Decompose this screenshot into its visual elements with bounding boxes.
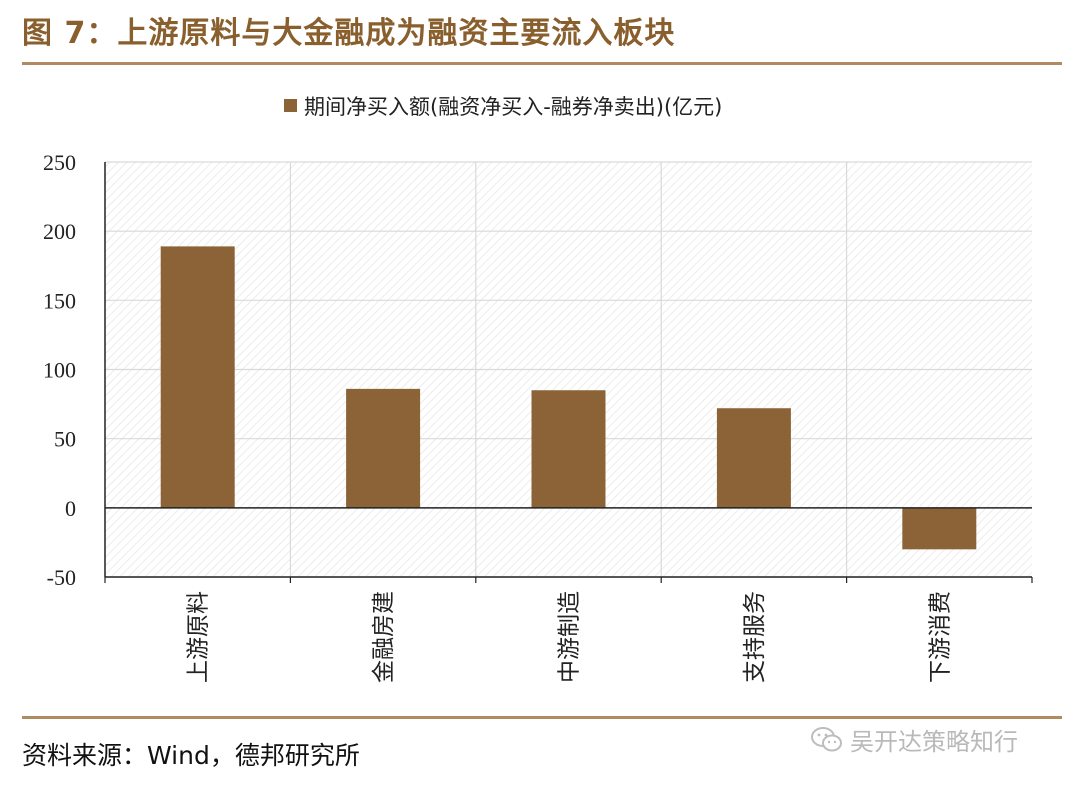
legend-swatch [284,99,297,112]
y-tick-label: 150 [43,288,76,313]
bar-series [160,246,977,550]
footer-divider [22,716,1062,719]
y-tick-label: 200 [43,219,76,244]
figure-title: 图 7：上游原料与大金融成为融资主要流入板块 [22,16,676,51]
x-tick-label: 金融房建 [371,591,397,683]
x-tick-labels: 上游原料 金融房建 中游制造 支持服务 下游消费 [186,591,954,683]
bar-chart: 期间净买入额(融资净买入-融券净卖出)(亿元) -50 0 50 100 150 200 2… [43,95,1033,683]
title-divider [22,62,1062,65]
source-note: 资料来源：Wind，德邦研究所 [22,741,360,770]
legend: 期间净买入额(融资净买入-融券净卖出)(亿元) [284,95,722,119]
y-tick-label: 100 [43,358,76,383]
grid-lines [105,161,1032,578]
watermark: 吴开达策略知行 [810,722,1018,757]
legend-label: 期间净买入额(融资净买入-融券净卖出)(亿元) [304,95,722,119]
bar-中游制造 [531,390,606,508]
axes [104,162,1033,583]
y-tick-label: 0 [65,496,76,521]
bar-金融房建 [346,388,421,508]
y-tick-labels: -50 0 50 100 150 200 250 [43,150,76,590]
bar-下游消费 [902,507,977,550]
x-tick-label: 下游消费 [927,591,953,683]
x-tick-label: 支持服务 [742,591,768,683]
x-tick-label: 中游制造 [557,591,583,683]
y-tick-label: 50 [54,427,76,452]
y-tick-label: -50 [47,565,76,590]
bar-支持服务 [716,408,791,508]
x-tick-label: 上游原料 [186,591,212,683]
wechat-icon [811,726,842,751]
y-tick-label: 250 [43,150,76,175]
bar-上游原料 [160,246,235,508]
watermark-text: 吴开达策略知行 [850,728,1018,756]
